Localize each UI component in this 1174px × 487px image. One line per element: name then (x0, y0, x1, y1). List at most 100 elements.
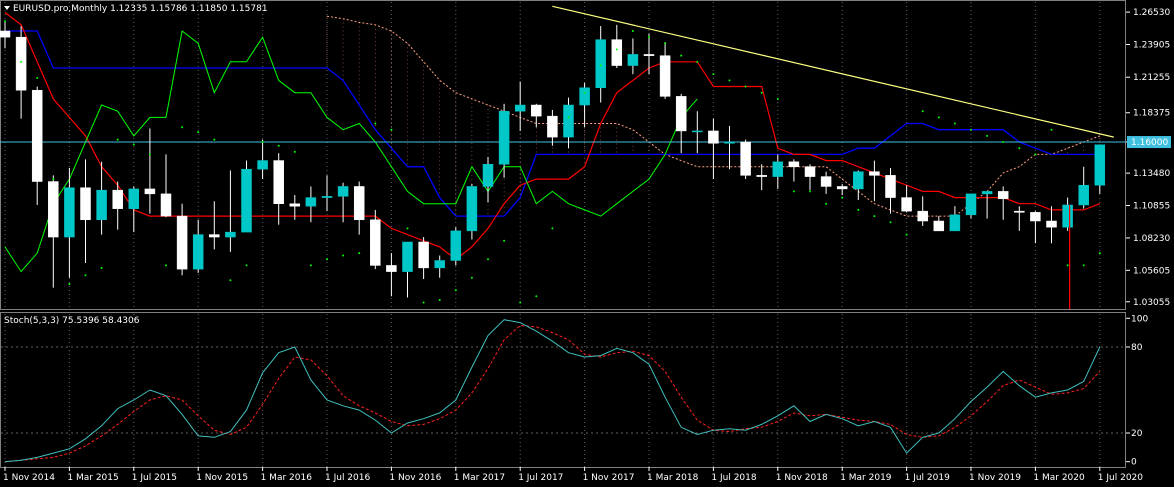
bull-candle (321, 196, 333, 198)
bull-candle (64, 187, 75, 238)
symbol-dropdown-icon[interactable] (4, 6, 10, 10)
stoch-tick-label: 20 (1131, 429, 1143, 439)
parabolic-dot (631, 29, 634, 32)
time-tick-label: 1 Nov 2016 (389, 473, 441, 483)
bull-candle (627, 54, 639, 66)
time-tick-label: 1 Mar 2015 (67, 473, 118, 483)
parabolic-dot (986, 134, 989, 137)
parabolic-dot (712, 73, 715, 76)
time-tick-label: 1 Nov 2019 (969, 473, 1021, 483)
bear-candle (1014, 210, 1025, 213)
parabolic-dot (937, 116, 940, 119)
bear-candle (273, 160, 284, 204)
bull-candle (241, 168, 252, 233)
bear-candle (643, 54, 655, 56)
bull-candle (595, 39, 606, 89)
parabolic-dot (1034, 153, 1037, 156)
time-tick-label: 1 Jul 2019 (905, 473, 950, 483)
bear-candle (917, 210, 928, 222)
current-price-label: 1.16000 (1131, 138, 1168, 148)
parabolic-dot (551, 227, 554, 230)
kijun-sen-line (5, 30, 1100, 217)
parabolic-dot (744, 85, 747, 88)
bull-candle (128, 188, 140, 209)
price-tick-label: 1.23905 (1133, 41, 1170, 51)
parabolic-dot (1098, 252, 1101, 255)
bear-candle (48, 181, 59, 238)
time-tick-label: 1 Jul 2020 (1098, 473, 1143, 483)
parabolic-dot (4, 20, 6, 23)
parabolic-dot (36, 76, 39, 79)
bear-candle (756, 175, 767, 177)
bear-candle (997, 191, 1009, 200)
bull-candle (724, 141, 735, 144)
parabolic-dot (1050, 128, 1053, 131)
price-tick-label: 1.03055 (1133, 298, 1170, 308)
parabolic-dot (52, 178, 55, 181)
bull-candle (482, 164, 494, 187)
parabolic-dot (535, 295, 538, 298)
bull-candle (498, 110, 510, 165)
bull-candle (225, 231, 236, 238)
parabolic-dot (326, 258, 328, 261)
parabolic-dot (374, 122, 377, 125)
parabolic-dot (857, 208, 860, 211)
parabolic-dot (567, 116, 570, 119)
bull-candle (402, 241, 413, 272)
price-tick-label: 1.21255 (1133, 73, 1170, 83)
parabolic-dot (454, 289, 457, 292)
parabolic-dot (680, 54, 683, 57)
axes: 1.26530 1.23905 1.21255 1.18375 1.16000 1.134… (3, 8, 1171, 483)
bull-candle (514, 104, 526, 112)
parabolic-dot (825, 202, 828, 205)
price-tick-label: 1.08230 (1133, 234, 1170, 244)
parabolic-dot (261, 141, 264, 144)
bull-candle (772, 161, 784, 177)
parabolic-dot (760, 91, 763, 94)
bear-candle (708, 130, 719, 144)
price-tick-label: 1.26530 (1133, 8, 1170, 18)
parabolic-dot (342, 254, 345, 257)
bear-candle (611, 39, 623, 66)
bull-candle (949, 214, 961, 232)
bull-candle (1062, 204, 1073, 228)
parabolic-dot (664, 42, 667, 45)
bull-candle (337, 186, 349, 197)
bull-candle (692, 130, 703, 133)
parabolic-dot (293, 150, 296, 153)
bear-candle (80, 187, 91, 221)
time-tick-label: 1 Nov 2015 (196, 473, 248, 483)
bear-candle (370, 219, 381, 266)
bear-candle (885, 175, 896, 198)
parabolic-dot (1018, 147, 1021, 150)
parabolic-dot (277, 144, 280, 147)
parabolic-dot (68, 282, 71, 285)
parabolic-dot (20, 60, 23, 63)
time-tick-label: 1 Nov 2018 (776, 473, 828, 483)
bear-candle (901, 197, 912, 212)
bull-candle (257, 160, 268, 170)
stoch-title: Stoch(5,3,3) 75.5396 58.4306 (4, 316, 140, 326)
bull-candle (450, 230, 462, 261)
parabolic-dot (889, 221, 892, 224)
time-tick-label: 1 Mar 2017 (454, 473, 505, 483)
parabolic-dot (970, 128, 972, 131)
parabolic-dot (615, 48, 618, 51)
bear-candle (144, 188, 156, 195)
time-tick-label: 1 Jul 2015 (132, 473, 177, 483)
bull-candle (563, 104, 574, 138)
time-tick-label: 1 Mar 2018 (647, 473, 699, 483)
parabolic-dot (487, 258, 489, 261)
parabolic-dot (181, 126, 184, 129)
bear-candle (31, 89, 43, 182)
trendline[interactable] (552, 5, 1114, 138)
parabolic-dot (841, 196, 844, 199)
time-tick-label: 1 Nov 2014 (3, 473, 55, 483)
bull-candle (96, 189, 107, 221)
time-tick-label: 1 Nov 2017 (583, 473, 635, 483)
parabolic-dot (100, 266, 103, 269)
parabolic-dot (792, 190, 795, 193)
main-chart-title[interactable]: EURUSD.pro,Monthly 1.12335 1.15786 1.118… (13, 4, 268, 14)
bear-candle (836, 186, 848, 190)
